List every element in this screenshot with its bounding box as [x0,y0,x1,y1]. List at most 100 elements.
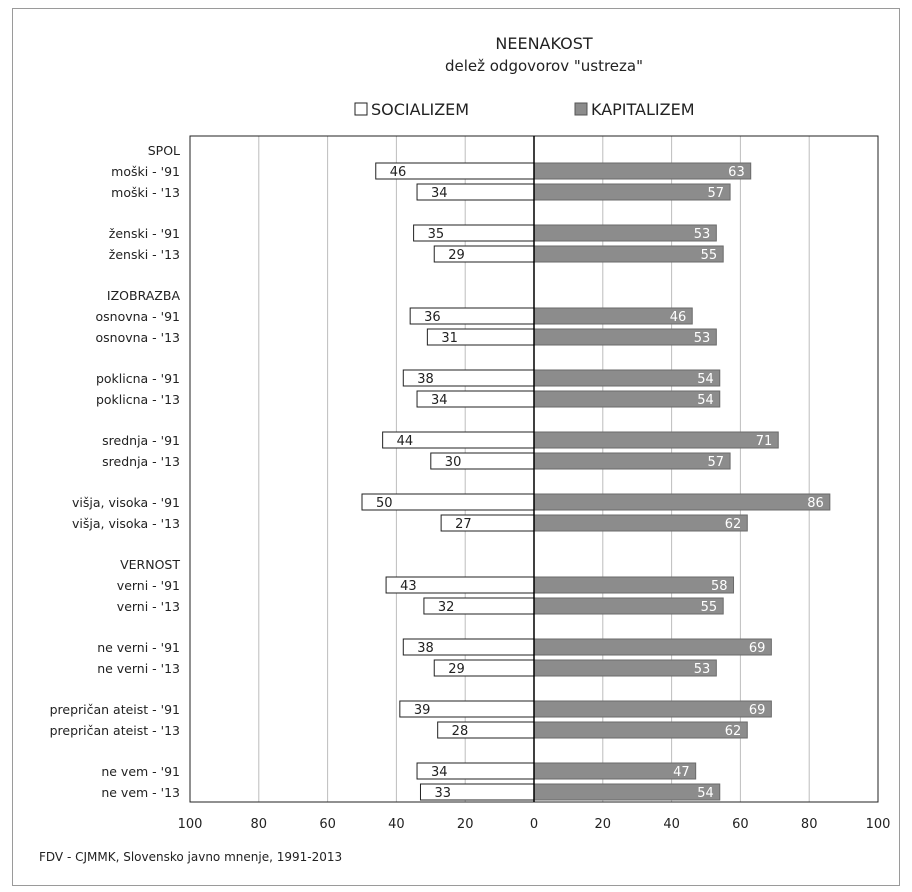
value-label-socializem: 29 [448,662,465,677]
value-label-kapitalizem: 54 [697,786,714,801]
value-label-socializem: 30 [445,455,462,470]
bar-kapitalizem [533,390,721,408]
legend-label-kapitalizem: KAPITALIZEM [591,100,695,119]
value-label-kapitalizem: 58 [711,579,728,594]
value-label-kapitalizem: 62 [725,517,742,532]
category-label: ženski - '13 [109,247,180,262]
value-label-socializem: 35 [428,227,445,242]
value-label-kapitalizem: 71 [756,434,773,449]
legend: SOCIALIZEM KAPITALIZEM [354,100,695,119]
category-labels: SPOL moški - '91 moški - '13 ženski - '91 že… [50,143,181,800]
x-tick-label: 20 [457,817,474,832]
value-label-socializem: 27 [455,517,472,532]
legend-swatch-kapitalizem [574,102,588,116]
bar-kapitalizem [533,638,772,656]
value-label-socializem: 33 [434,786,451,801]
x-tick-label: 60 [732,817,749,832]
value-label-kapitalizem: 57 [708,186,725,201]
value-label-kapitalizem: 69 [749,641,766,656]
x-tick-label: 100 [178,817,203,832]
bar-kapitalizem [533,597,724,615]
bar-kapitalizem [533,452,731,470]
category-label: srednja - '91 [102,433,180,448]
bar-kapitalizem [533,224,717,242]
bar-kapitalizem [533,431,779,449]
group-header-label: SPOL [148,143,180,158]
value-label-socializem: 34 [431,765,448,780]
x-tick-label: 80 [801,817,818,832]
value-label-kapitalizem: 47 [673,765,690,780]
category-label: verni - '13 [117,599,180,614]
x-tick-label: 80 [251,817,268,832]
category-label: moški - '13 [111,185,180,200]
category-label: osnovna - '91 [95,309,180,324]
category-label: višja, visoka - '13 [72,516,180,531]
category-label: ne verni - '13 [97,661,180,676]
bar-kapitalizem [533,328,717,346]
value-label-socializem: 32 [438,600,455,615]
category-label: moški - '91 [111,164,180,179]
category-label: prepričan ateist - '13 [50,723,180,738]
bar-kapitalizem [533,721,748,739]
x-axis-ticks: 100 80 60 40 20 0 20 40 60 80 100 [178,817,891,832]
chart-frame: NEENAKOST delež odgovorov "ustreza" SOCI… [12,8,900,886]
group-header-label: IZOBRAZBA [107,288,181,303]
value-label-kapitalizem: 63 [728,165,745,180]
value-label-socializem: 34 [431,393,448,408]
bar-kapitalizem [533,576,735,594]
value-label-kapitalizem: 53 [694,227,711,242]
value-label-kapitalizem: 54 [697,393,714,408]
bar-kapitalizem [533,700,772,718]
value-label-kapitalizem: 55 [701,248,718,263]
x-tick-label: 40 [388,817,405,832]
value-label-socializem: 46 [390,165,407,180]
value-label-kapitalizem: 69 [749,703,766,718]
category-label: višja, visoka - '91 [72,495,180,510]
value-label-socializem: 43 [400,579,417,594]
bar-kapitalizem [533,307,693,325]
x-tick-label: 0 [530,817,538,832]
category-label: ne vem - '13 [101,785,180,800]
bar-kapitalizem [533,245,724,263]
source-note: FDV - CJMMK, Slovensko javno mnenje, 199… [39,850,342,864]
category-label: prepričan ateist - '91 [50,702,180,717]
chart: NEENAKOST delež odgovorov "ustreza" SOCI… [39,34,891,864]
plot-area: 46 63 34 57 35 53 29 55 36 46 31 53 38 54 34 54 44 71 30 57… [189,135,879,803]
bar-kapitalizem [533,783,721,801]
value-label-kapitalizem: 53 [694,662,711,677]
bar-kapitalizem [533,162,752,180]
bar-kapitalizem [533,514,748,532]
category-label: verni - '91 [117,578,180,593]
value-label-socializem: 44 [397,434,414,449]
value-label-socializem: 29 [448,248,465,263]
value-label-socializem: 31 [441,331,458,346]
bar-kapitalizem [533,369,721,387]
value-label-kapitalizem: 57 [708,455,725,470]
value-label-kapitalizem: 62 [725,724,742,739]
value-label-kapitalizem: 86 [807,496,824,511]
category-label: ne verni - '91 [97,640,180,655]
category-label: osnovna - '13 [95,330,180,345]
bar-kapitalizem [533,493,831,511]
bar-kapitalizem [533,762,697,780]
value-label-socializem: 28 [452,724,469,739]
value-label-socializem: 34 [431,186,448,201]
value-label-kapitalizem: 55 [701,600,718,615]
chart-subtitle: delež odgovorov "ustreza" [445,57,643,75]
value-label-kapitalizem: 54 [697,372,714,387]
category-label: poklicna - '91 [96,371,180,386]
value-label-kapitalizem: 46 [670,310,687,325]
value-label-socializem: 36 [424,310,441,325]
value-label-kapitalizem: 53 [694,331,711,346]
category-label: poklicna - '13 [96,392,180,407]
category-label: ne vem - '91 [101,764,180,779]
legend-label-socializem: SOCIALIZEM [371,100,469,119]
category-label: srednja - '13 [102,454,180,469]
x-tick-label: 60 [319,817,336,832]
x-tick-label: 100 [866,817,891,832]
legend-swatch-socializem [354,102,368,116]
category-label: ženski - '91 [109,226,180,241]
bar-kapitalizem [533,659,717,677]
group-header-label: VERNOST [120,557,180,572]
value-label-socializem: 38 [417,641,434,656]
